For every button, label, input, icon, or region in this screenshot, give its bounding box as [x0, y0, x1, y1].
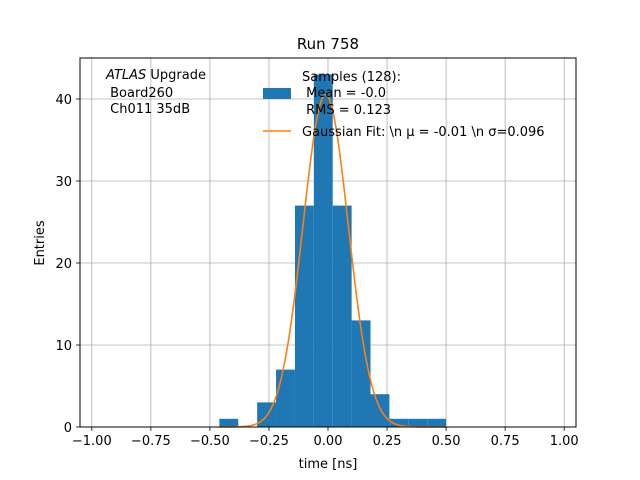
- x-tick-label: −0.75: [131, 434, 171, 449]
- y-tick-label: 10: [55, 339, 72, 354]
- annotation-line-3: Ch011 35dB: [106, 102, 190, 117]
- x-tick-label: −1.00: [72, 434, 112, 449]
- y-tick-label: 40: [55, 93, 72, 108]
- x-tick-label: −0.50: [190, 434, 230, 449]
- annotation-atlas: ATLAS: [105, 68, 146, 83]
- y-axis-label: Entries: [33, 220, 48, 266]
- x-axis-label: time [ns]: [299, 457, 358, 472]
- histogram-bar: [370, 394, 390, 427]
- annotation-line-1: ATLAS Upgrade: [105, 68, 206, 83]
- histogram-bar: [332, 205, 352, 427]
- x-tick-label: 0.25: [373, 434, 402, 449]
- y-tick-label: 0: [64, 421, 72, 436]
- atlas-annotation: ATLAS Upgrade Board260 Ch011 35dB: [105, 68, 206, 117]
- histogram-bar: [408, 418, 428, 427]
- histogram-bar: [276, 369, 295, 427]
- legend-histogram-line-1: Samples (128):: [302, 70, 401, 85]
- y-tick-label: 30: [55, 175, 72, 190]
- histogram-bars: [219, 74, 447, 428]
- x-tick-label: 0.75: [491, 434, 520, 449]
- x-tick-label: 0.50: [432, 434, 461, 449]
- chart-title: Run 758: [297, 35, 359, 53]
- legend: Samples (128): Mean = -0.0 RMS = 0.123 G…: [263, 70, 545, 140]
- histogram-bar: [313, 74, 333, 428]
- x-tick-label: −0.25: [249, 434, 289, 449]
- x-axis-ticks: −1.00 −0.75 −0.50 −0.25 0.00 0.25 0.50 0.75 1.00: [72, 427, 579, 449]
- annotation-upgrade: Upgrade: [146, 68, 206, 83]
- legend-histogram-line-2: Mean = -0.0: [302, 86, 386, 101]
- x-tick-label: 1.00: [550, 434, 579, 449]
- histogram-bar: [351, 320, 371, 427]
- histogram-bar: [389, 418, 409, 427]
- histogram-bar: [294, 205, 314, 427]
- annotation-line-2: Board260: [106, 86, 173, 101]
- histogram-bar: [427, 418, 447, 427]
- histogram-bar: [219, 418, 239, 427]
- y-tick-label: 20: [55, 257, 72, 272]
- legend-histogram-line-3: RMS = 0.123: [302, 103, 391, 118]
- x-tick-label: 0.00: [314, 434, 343, 449]
- legend-histogram-swatch: [263, 88, 291, 99]
- legend-fit-label: Gaussian Fit: \n μ = -0.01 \n σ=0.096: [302, 125, 545, 140]
- y-axis-ticks: 0 10 20 30 40: [55, 93, 80, 436]
